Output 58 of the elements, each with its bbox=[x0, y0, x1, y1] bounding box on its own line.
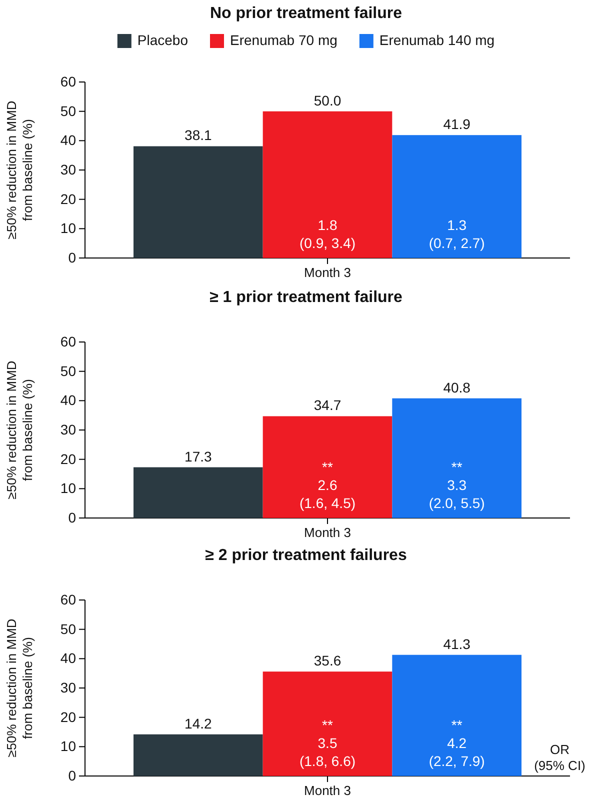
data-label: 34.7 bbox=[314, 397, 342, 414]
annotation: ** 2.6 (1.6, 4.5) bbox=[299, 459, 356, 511]
bar bbox=[392, 135, 522, 258]
legend-label: Placebo bbox=[137, 32, 188, 48]
y-tick-label: 40 bbox=[60, 650, 76, 666]
x-tick-label: Month 3 bbox=[304, 264, 351, 280]
y-tick-label: 60 bbox=[60, 73, 76, 90]
y-tick-label: 20 bbox=[60, 190, 76, 207]
data-label: 41.9 bbox=[443, 116, 471, 132]
y-tick-label: 10 bbox=[60, 220, 76, 236]
bar bbox=[262, 416, 392, 518]
data-label: 14.2 bbox=[184, 715, 212, 732]
data-label: 41.3 bbox=[443, 636, 471, 652]
y-tick-label: 30 bbox=[60, 679, 76, 696]
chart-title: No prior treatment failure bbox=[210, 5, 402, 22]
annotation: 1.8 (0.9, 3.4) bbox=[299, 217, 356, 251]
annotation: ** 4.2 (2.2, 7.9) bbox=[428, 717, 485, 769]
x-tick-label: Month 3 bbox=[304, 782, 351, 798]
y-tick-label: 20 bbox=[60, 450, 76, 467]
y-axis-title: ≥50% reduction in MMD from baseline (%) bbox=[4, 100, 35, 240]
annotation: OR (95% CI) bbox=[534, 742, 586, 773]
legend-label: Erenumab 140 mg bbox=[379, 32, 495, 48]
y-tick-label: 60 bbox=[60, 591, 76, 608]
y-tick-label: 50 bbox=[60, 102, 76, 119]
annotation: ** 3.5 (1.8, 6.6) bbox=[299, 717, 356, 769]
y-tick-label: 10 bbox=[60, 480, 76, 496]
bar bbox=[134, 734, 263, 776]
y-tick-label: 30 bbox=[60, 421, 76, 438]
y-axis-title: ≥50% reduction in MMD from baseline (%) bbox=[4, 618, 35, 758]
y-tick-label: 40 bbox=[60, 392, 76, 408]
chart-title: ≥ 1 prior treatment failure bbox=[210, 289, 403, 306]
data-label: 38.1 bbox=[184, 127, 212, 144]
bar bbox=[392, 398, 522, 518]
data-label: 35.6 bbox=[314, 652, 342, 669]
y-tick-label: 50 bbox=[60, 620, 76, 637]
data-label: 17.3 bbox=[184, 448, 212, 464]
x-tick-label: Month 3 bbox=[304, 524, 351, 540]
y-tick-label: 20 bbox=[60, 708, 76, 725]
bar bbox=[134, 467, 263, 518]
data-label: 50.0 bbox=[314, 92, 342, 108]
bar bbox=[134, 146, 263, 258]
y-tick-label: 0 bbox=[68, 767, 76, 784]
y-tick-label: 0 bbox=[68, 509, 76, 526]
y-tick-label: 40 bbox=[60, 132, 76, 148]
y-tick-label: 60 bbox=[60, 333, 76, 350]
bar bbox=[262, 111, 392, 258]
y-tick-label: 0 bbox=[68, 249, 76, 266]
y-tick-label: 50 bbox=[60, 362, 76, 379]
data-label: 40.8 bbox=[443, 379, 471, 396]
annotation: 1.3 (0.7, 2.7) bbox=[428, 217, 485, 251]
y-axis-title: ≥50% reduction in MMD from baseline (%) bbox=[4, 360, 35, 500]
annotation: ** 3.3 (2.0, 5.5) bbox=[428, 459, 485, 511]
legend-label: Erenumab 70 mg bbox=[230, 32, 338, 48]
bar bbox=[262, 672, 392, 776]
chart-title: ≥ 2 prior treatment failures bbox=[205, 547, 407, 564]
y-tick-label: 30 bbox=[60, 161, 76, 178]
y-tick-label: 10 bbox=[60, 738, 76, 754]
bar bbox=[392, 654, 522, 776]
